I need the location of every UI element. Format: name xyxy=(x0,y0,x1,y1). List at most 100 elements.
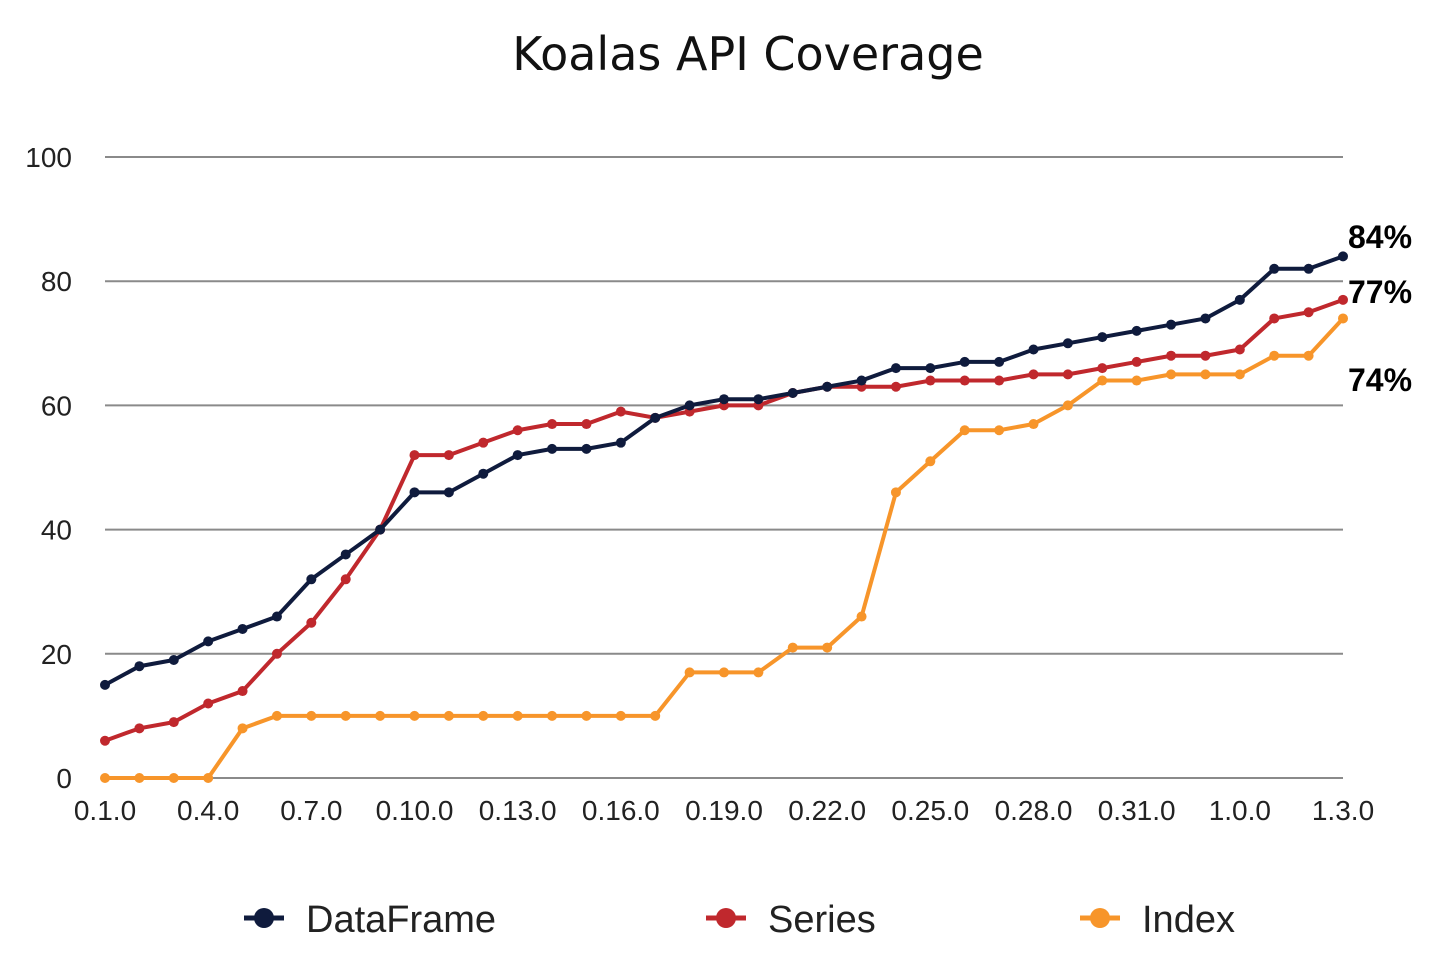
data-point-dataframe xyxy=(306,574,317,585)
x-tick-label: 0.16.0 xyxy=(582,795,660,826)
data-point-series xyxy=(547,419,558,430)
end-label-series: 77% xyxy=(1348,274,1412,310)
y-tick-label: 0 xyxy=(56,763,72,794)
x-tick-label: 0.1.0 xyxy=(74,795,136,826)
legend-swatch-marker xyxy=(1090,908,1110,928)
data-point-series xyxy=(271,648,282,659)
data-point-dataframe xyxy=(1303,263,1314,274)
data-point-series xyxy=(1200,350,1211,361)
data-point-series xyxy=(1062,369,1073,380)
data-point-index xyxy=(1131,375,1142,386)
data-point-series xyxy=(1028,369,1039,380)
end-label-dataframe: 84% xyxy=(1348,219,1412,255)
data-point-index xyxy=(512,710,523,721)
data-point-dataframe xyxy=(478,468,489,479)
data-point-index xyxy=(1338,313,1348,324)
end-label-index: 74% xyxy=(1348,362,1412,398)
data-point-dataframe xyxy=(512,450,523,461)
chart-title: Koalas API Coverage xyxy=(512,27,984,81)
data-point-index xyxy=(959,425,970,436)
data-point-index xyxy=(547,710,558,721)
data-point-series xyxy=(1269,313,1280,324)
data-point-series xyxy=(443,450,454,461)
data-point-index xyxy=(375,710,386,721)
data-point-series xyxy=(306,617,317,628)
y-tick-label: 80 xyxy=(41,266,72,297)
data-point-dataframe xyxy=(1028,344,1039,355)
data-point-index xyxy=(100,773,110,783)
data-point-series xyxy=(1303,307,1314,318)
data-point-series xyxy=(1338,294,1348,305)
data-point-index xyxy=(890,487,901,498)
data-point-index xyxy=(650,710,661,721)
x-tick-label: 0.25.0 xyxy=(891,795,969,826)
series-index xyxy=(100,313,1348,783)
data-point-dataframe xyxy=(856,375,867,386)
series-line-index xyxy=(103,316,1345,780)
data-point-series xyxy=(478,437,489,448)
x-axis-ticks: 0.1.0 0.4.0 0.7.0 0.10.0 0.13.0 0.16.0 0.19.0 0… xyxy=(74,795,1374,826)
data-point-series xyxy=(203,698,214,709)
data-point-index xyxy=(1200,369,1211,380)
data-point-dataframe xyxy=(615,437,626,448)
data-point-index xyxy=(1269,350,1280,361)
y-tick-label: 20 xyxy=(41,639,72,670)
grid xyxy=(105,156,1343,779)
legend-label: DataFrame xyxy=(306,899,496,941)
data-point-series xyxy=(512,425,523,436)
data-point-dataframe xyxy=(1062,338,1073,349)
data-point-series xyxy=(925,375,936,386)
data-point-series xyxy=(168,717,179,728)
data-point-series xyxy=(100,735,110,746)
data-point-series xyxy=(1097,363,1108,374)
legend-label: Index xyxy=(1142,899,1235,941)
data-point-dataframe xyxy=(168,655,179,666)
data-point-dataframe xyxy=(684,400,695,411)
data-point-index xyxy=(994,425,1005,436)
x-tick-label: 0.10.0 xyxy=(376,795,454,826)
data-point-series xyxy=(581,419,592,430)
y-axis-ticks: 0 20 40 60 80 100 xyxy=(25,142,72,794)
data-point-dataframe xyxy=(994,356,1005,367)
data-point-dataframe xyxy=(409,487,420,498)
legend-swatch-marker xyxy=(716,908,736,928)
legend-item-dataframe: DataFrame xyxy=(244,899,496,941)
series-series xyxy=(100,294,1348,746)
x-tick-label: 1.3.0 xyxy=(1312,795,1374,826)
data-point-series xyxy=(409,450,420,461)
data-point-index xyxy=(1028,419,1039,430)
data-point-dataframe xyxy=(1338,251,1348,262)
data-point-dataframe xyxy=(1269,263,1280,274)
data-point-index xyxy=(340,710,351,721)
y-tick-label: 100 xyxy=(25,142,72,173)
data-point-dataframe xyxy=(1097,332,1108,343)
x-tick-label: 0.13.0 xyxy=(479,795,557,826)
data-point-series xyxy=(890,381,901,392)
data-point-dataframe xyxy=(925,363,936,374)
data-point-index xyxy=(787,642,798,653)
data-point-index xyxy=(719,667,729,678)
data-point-index xyxy=(306,710,317,721)
data-point-index xyxy=(684,667,695,678)
x-tick-label: 0.31.0 xyxy=(1098,795,1176,826)
end-labels: 84% 77% 74% xyxy=(1348,219,1412,398)
data-point-series xyxy=(615,406,626,417)
data-point-index xyxy=(822,642,833,653)
x-tick-label: 0.28.0 xyxy=(995,795,1073,826)
data-point-dataframe xyxy=(1200,313,1211,324)
data-point-index xyxy=(1303,350,1314,361)
data-point-dataframe xyxy=(1166,319,1177,330)
data-point-series xyxy=(959,375,970,386)
data-point-dataframe xyxy=(719,394,729,405)
data-point-index xyxy=(925,456,936,467)
data-point-dataframe xyxy=(375,524,386,535)
data-point-index xyxy=(753,667,764,678)
data-point-dataframe xyxy=(443,487,454,498)
data-point-dataframe xyxy=(100,679,110,690)
x-tick-label: 1.0.0 xyxy=(1209,795,1271,826)
data-point-index xyxy=(1234,369,1245,380)
y-tick-label: 40 xyxy=(41,515,72,546)
data-point-index xyxy=(271,710,282,721)
data-point-dataframe xyxy=(650,412,661,423)
